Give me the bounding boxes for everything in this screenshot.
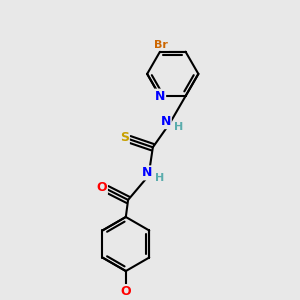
Text: N: N [160,115,171,128]
Text: N: N [142,167,152,179]
Text: S: S [120,131,129,144]
Text: H: H [174,122,183,131]
Text: N: N [155,90,165,103]
Text: O: O [121,285,131,298]
Text: O: O [96,181,107,194]
Text: Br: Br [154,40,168,50]
Text: H: H [155,173,164,183]
